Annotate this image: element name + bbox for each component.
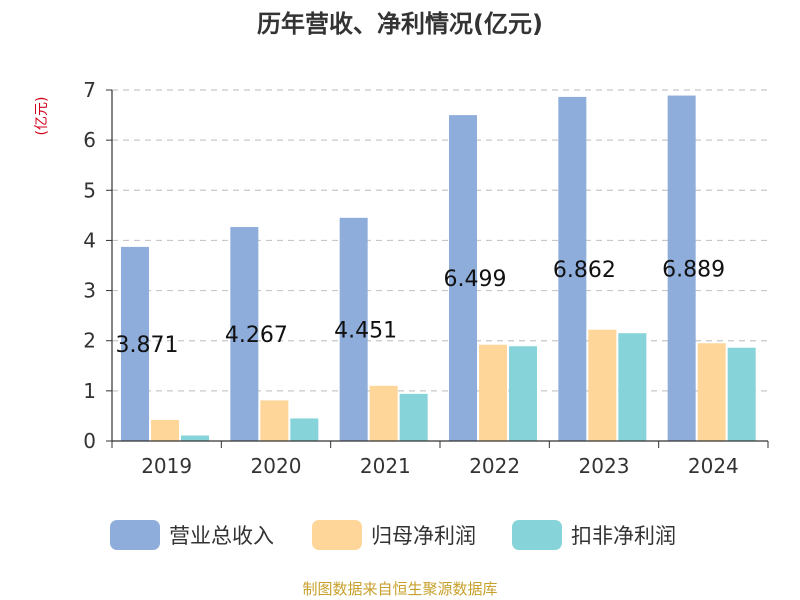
data-label: 6.889 [662, 257, 725, 282]
y-tick-label: 2 [83, 329, 96, 353]
legend-swatch [110, 520, 160, 550]
legend-item-1[interactable]: 营业总收入 [110, 520, 274, 550]
y-tick-label: 7 [83, 78, 96, 102]
bar-2022-2[interactable] [479, 344, 507, 441]
chart-title: 历年营收、净利情况(亿元) [257, 10, 543, 38]
legend-swatch [312, 520, 362, 550]
x-tick-label: 2021 [360, 454, 411, 478]
bar-2019-3[interactable] [181, 435, 209, 441]
bar-2020-3[interactable] [290, 418, 319, 441]
bar-2019-1[interactable] [121, 246, 149, 441]
source-note: 制图数据来自恒生聚源数据库 [302, 580, 497, 598]
y-tick-label: 0 [83, 429, 96, 453]
data-label: 3.871 [116, 333, 179, 358]
legend-swatch [512, 520, 562, 550]
bar-2023-1[interactable] [558, 96, 587, 442]
y-tick-label: 5 [83, 178, 96, 202]
legend[interactable]: 营业总收入 归母净利润 扣非净利润 [110, 520, 676, 550]
x-tick-label: 2024 [688, 454, 739, 478]
data-label: 6.499 [444, 267, 507, 292]
legend-item-2[interactable]: 归母净利润 [312, 520, 476, 550]
bar-2019-2[interactable] [151, 419, 179, 441]
bar-2023-2[interactable] [588, 329, 617, 441]
bar-2021-2[interactable] [369, 385, 398, 441]
bar-2023-3[interactable] [618, 333, 647, 441]
axes: 0 1 2 3 4 5 6 7 2019 2020 2021 2022 2023 2024 [83, 78, 769, 478]
y-tick-label: 4 [83, 228, 96, 252]
legend-label: 营业总收入 [169, 524, 274, 548]
x-tick-label: 2023 [579, 454, 630, 478]
bar-2024-1[interactable] [667, 95, 696, 441]
bars [121, 95, 756, 442]
y-unit-label: (亿元) [34, 97, 50, 136]
data-label: 4.451 [334, 318, 397, 343]
y-tick-label: 3 [83, 279, 96, 303]
bar-2024-2[interactable] [697, 343, 726, 441]
bar-2021-1[interactable] [339, 217, 368, 441]
bar-2021-3[interactable] [399, 393, 428, 441]
y-tick-label: 1 [83, 379, 96, 403]
data-labels: 3.871 4.267 4.451 6.499 6.862 6.889 [116, 257, 726, 358]
bar-2020-1[interactable] [230, 227, 259, 441]
legend-label: 扣非净利润 [571, 524, 676, 548]
x-tick-label: 2022 [469, 454, 520, 478]
data-label: 4.267 [225, 323, 288, 348]
bar-2022-3[interactable] [509, 346, 537, 441]
x-tick-label: 2019 [141, 454, 192, 478]
legend-item-3[interactable]: 扣非净利润 [512, 520, 676, 550]
legend-label: 归母净利润 [371, 524, 476, 548]
bar-2024-3[interactable] [727, 347, 756, 441]
bar-2020-2[interactable] [260, 400, 289, 441]
y-tick-label: 6 [83, 128, 96, 152]
bar-2022-1[interactable] [449, 115, 477, 441]
data-label: 6.862 [553, 258, 616, 283]
x-tick-label: 2020 [251, 454, 302, 478]
